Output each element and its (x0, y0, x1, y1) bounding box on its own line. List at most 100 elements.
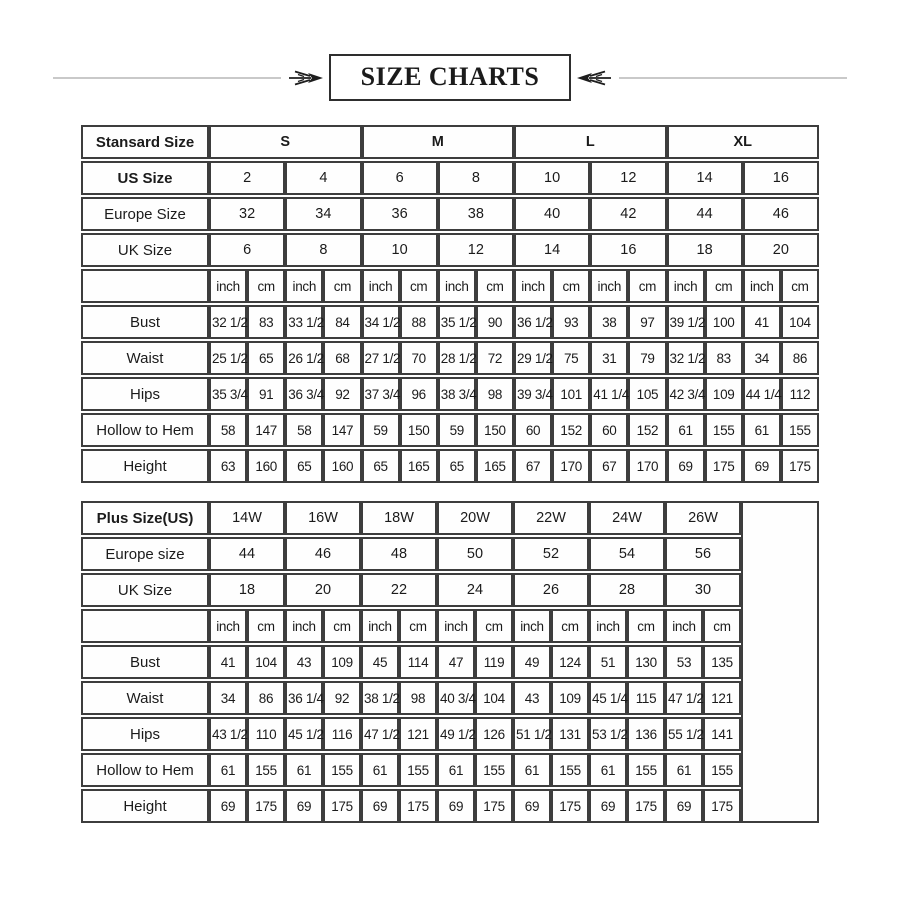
table-cell: 38 (437, 197, 514, 231)
table-cell: 20 (285, 573, 361, 607)
page-title-text: SIZE CHARTS (360, 62, 540, 91)
table-cell: 32 1/2 (666, 341, 706, 375)
size-group-header: XL (666, 125, 819, 159)
table-cell: 53 1/2 (589, 717, 628, 751)
table-cell: 86 (780, 341, 819, 375)
table-cell: 104 (475, 681, 513, 715)
table-cell: 72 (475, 341, 514, 375)
horizontal-rule-right (619, 76, 848, 79)
table-cell: 18 (666, 233, 743, 267)
size-chart-page: SIZE CHARTS Stansard Size S M L XL US Si… (53, 54, 848, 823)
table-cell: 155 (704, 413, 743, 447)
table-cell: 4 (285, 161, 362, 195)
table-cell: 50 (437, 537, 513, 571)
table-cell: 26 (513, 573, 589, 607)
table-cell: inch (590, 269, 629, 303)
table-cell: 34 (742, 341, 781, 375)
table-cell: 42 3/4 (666, 377, 706, 411)
table-cell: 61 (589, 753, 627, 787)
table-cell: 70 (399, 341, 438, 375)
row-label: Bust (81, 645, 209, 679)
table-cell: 69 (513, 789, 551, 823)
table-cell: 84 (323, 305, 362, 339)
row-label: Europe size (81, 537, 209, 571)
table-cell: 39 1/2 (666, 305, 706, 339)
table-cell: 97 (628, 305, 667, 339)
table-cell: 88 (399, 305, 438, 339)
table-row-units: inch cm inch cm inch cm inch cm inch cm inch cm inch… (81, 269, 819, 303)
table-cell: 131 (551, 717, 589, 751)
row-label: UK Size (81, 233, 209, 267)
table-cell: 39 3/4 (514, 377, 553, 411)
row-label: Bust (81, 305, 209, 339)
table-row-units: inch cm inch cm inch cm inch cm inch cm inch cm inch… (81, 609, 819, 643)
table-cell: 98 (475, 377, 514, 411)
table-cell: 36 (361, 197, 438, 231)
empty-corner-cell (81, 609, 209, 643)
table-cell: 44 1/4 (742, 377, 782, 411)
row-label: US Size (81, 161, 209, 195)
table-cell: 110 (247, 717, 285, 751)
table-row-uk-size: UK Size 18 20 22 24 26 28 30 (81, 573, 819, 607)
table-cell: 121 (399, 717, 437, 751)
table-row-waist: Waist 25 1/2 65 26 1/2 68 27 1/2 70 28 1/2 72 29… (81, 341, 819, 375)
table-cell: 104 (780, 305, 819, 339)
table-cell: 175 (551, 789, 589, 823)
table-cell: 58 (209, 413, 248, 447)
table-cell: 175 (247, 789, 285, 823)
row-label: UK Size (81, 573, 209, 607)
table-cell: 25 1/2 (209, 341, 248, 375)
table-cell: 52 (513, 537, 589, 571)
table-cell: inch (437, 269, 476, 303)
size-group-header: M (361, 125, 514, 159)
row-label: Hollow to Hem (81, 753, 209, 787)
table-cell: 44 (209, 537, 285, 571)
table-cell: 20 (742, 233, 819, 267)
table-cell: 160 (247, 449, 286, 483)
table-cell: cm (475, 269, 514, 303)
table-cell: 16 (590, 233, 667, 267)
table-cell: 69 (666, 449, 705, 483)
table-cell: cm (475, 609, 513, 643)
size-group-header: L (514, 125, 667, 159)
table-cell: 2 (209, 161, 286, 195)
table-cell: 10 (361, 233, 438, 267)
table-cell: 155 (247, 753, 285, 787)
table-cell: 36 1/4 (285, 681, 324, 715)
table-cell: inch (514, 269, 553, 303)
table-cell: cm (628, 269, 667, 303)
table-cell: cm (323, 269, 362, 303)
table-row-hips: Hips 35 3/4 91 36 3/4 92 37 3/4 96 38 3/4 98 39 … (81, 377, 819, 411)
size-group-header: 14W (209, 501, 285, 535)
row-label: Hips (81, 377, 209, 411)
table-corner-label: Plus Size(US) (81, 501, 209, 535)
table-cell: 69 (285, 789, 323, 823)
row-label: Height (81, 789, 209, 823)
table-cell: 12 (590, 161, 667, 195)
table-cell: 14 (666, 161, 743, 195)
table-cell: 41 (209, 645, 247, 679)
table-cell: cm (703, 609, 741, 643)
table-cell: 45 (361, 645, 399, 679)
table-cell: 86 (247, 681, 285, 715)
table-cell: inch (209, 269, 248, 303)
table-row-hollow-to-hem: Hollow to Hem 61 155 61 155 61 155 61 155 61 155 6… (81, 753, 819, 787)
table-cell: 101 (552, 377, 591, 411)
table-cell: 141 (703, 717, 741, 751)
table-cell: 60 (514, 413, 553, 447)
table-cell: 104 (247, 645, 285, 679)
table-cell: 22 (361, 573, 437, 607)
table-cell: 93 (552, 305, 591, 339)
table-cell: 147 (323, 413, 362, 447)
table-cell: 155 (703, 753, 741, 787)
table-cell: 155 (551, 753, 589, 787)
table-cell: cm (780, 269, 819, 303)
table-cell: 135 (703, 645, 741, 679)
table-cell: 116 (323, 717, 361, 751)
table-row-size-groups: Plus Size(US) 14W 16W 18W 20W 22W 24W 26… (81, 501, 819, 823)
table-cell: 67 (514, 449, 553, 483)
table-cell: 61 (742, 413, 781, 447)
table-cell: 63 (209, 449, 248, 483)
table-cell: 109 (551, 681, 589, 715)
table-cell: 48 (361, 537, 437, 571)
